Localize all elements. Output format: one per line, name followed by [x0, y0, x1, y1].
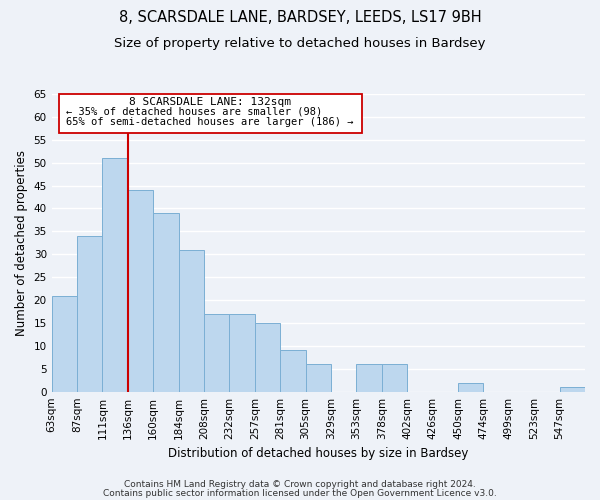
Bar	[229, 314, 255, 392]
Bar	[255, 323, 280, 392]
Text: Contains public sector information licensed under the Open Government Licence v3: Contains public sector information licen…	[103, 488, 497, 498]
Bar	[458, 382, 484, 392]
Bar	[560, 387, 585, 392]
Bar	[179, 250, 204, 392]
Bar	[280, 350, 305, 392]
Bar	[153, 213, 179, 392]
Bar	[305, 364, 331, 392]
Bar	[77, 236, 103, 392]
Bar	[52, 296, 77, 392]
Text: 65% of semi-detached houses are larger (186) →: 65% of semi-detached houses are larger (…	[65, 117, 353, 127]
Bar	[103, 158, 128, 392]
X-axis label: Distribution of detached houses by size in Bardsey: Distribution of detached houses by size …	[168, 447, 469, 460]
Text: ← 35% of detached houses are smaller (98): ← 35% of detached houses are smaller (98…	[65, 107, 322, 117]
Text: 8 SCARSDALE LANE: 132sqm: 8 SCARSDALE LANE: 132sqm	[130, 97, 292, 107]
FancyBboxPatch shape	[59, 94, 362, 133]
Text: Size of property relative to detached houses in Bardsey: Size of property relative to detached ho…	[114, 38, 486, 51]
Bar	[382, 364, 407, 392]
Text: 8, SCARSDALE LANE, BARDSEY, LEEDS, LS17 9BH: 8, SCARSDALE LANE, BARDSEY, LEEDS, LS17 …	[119, 10, 481, 25]
Y-axis label: Number of detached properties: Number of detached properties	[15, 150, 28, 336]
Bar	[204, 314, 229, 392]
Bar	[356, 364, 382, 392]
Bar	[128, 190, 153, 392]
Text: Contains HM Land Registry data © Crown copyright and database right 2024.: Contains HM Land Registry data © Crown c…	[124, 480, 476, 489]
